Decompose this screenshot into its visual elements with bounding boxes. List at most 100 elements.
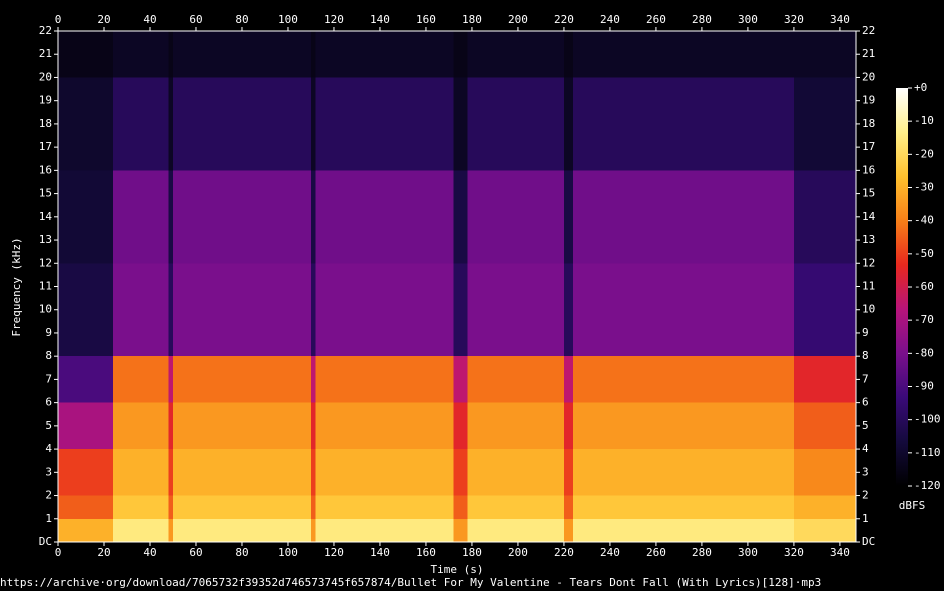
spectrogram-cell — [58, 402, 114, 450]
spectrogram-cell — [573, 170, 794, 264]
spectrogram-cell — [168, 170, 173, 264]
spectrogram-cell — [315, 263, 454, 357]
x-tick-label-top: 20 — [97, 13, 110, 26]
x-tick-label: 200 — [508, 546, 528, 559]
spectrogram-cell — [172, 31, 311, 78]
y-tick-label: 15 — [39, 187, 52, 200]
x-tick-label-top: 80 — [235, 13, 248, 26]
spectrogram-cell — [793, 263, 856, 357]
spectrogram-cell — [453, 263, 468, 357]
spectrogram-cell — [793, 518, 856, 542]
y-tick-label-right: DC — [862, 535, 875, 548]
spectrogram-cell — [310, 31, 316, 78]
spectrogram-cell — [453, 495, 468, 519]
x-tick-label-top: 120 — [324, 13, 344, 26]
spectrogram-cell — [793, 31, 856, 78]
spectrogram-cell — [172, 77, 311, 171]
spectrogram-cell — [113, 356, 169, 403]
colorbar-tick-label: -50 — [914, 247, 934, 260]
y-tick-label: 12 — [39, 256, 52, 269]
spectrogram-cell — [573, 356, 794, 403]
spectrogram-cell — [793, 170, 856, 264]
x-tick-label-top: 160 — [416, 13, 436, 26]
spectrogram-cell — [58, 356, 114, 403]
y-tick-label: 13 — [39, 233, 52, 246]
y-tick-label: DC — [39, 535, 52, 548]
colorbar-tick-label: -120 — [914, 479, 941, 492]
x-tick-label: 220 — [554, 546, 574, 559]
y-tick-label-right: 13 — [862, 233, 875, 246]
spectrogram-cell — [168, 77, 173, 171]
spectrogram-cell — [310, 518, 316, 542]
spectrogram-cell — [573, 77, 794, 171]
spectrogram-cell — [467, 356, 564, 403]
spectrogram-cell — [168, 356, 173, 403]
y-tick-label-right: 14 — [862, 210, 876, 223]
y-tick-label: 2 — [45, 489, 52, 502]
y-tick-label: 10 — [39, 303, 52, 316]
colorbar-tick-label: -30 — [914, 181, 934, 194]
y-tick-label: 5 — [45, 419, 52, 432]
colorbar-tick-label: -10 — [914, 114, 934, 127]
x-tick-label-top: 200 — [508, 13, 528, 26]
x-tick-label-top: 260 — [646, 13, 666, 26]
x-tick-label: 160 — [416, 546, 436, 559]
x-tick-label: 20 — [97, 546, 110, 559]
spectrogram-cell — [453, 518, 468, 542]
spectrogram-cell — [573, 402, 794, 450]
spectrogram-cell — [467, 449, 564, 496]
spectrogram-cell — [58, 518, 114, 542]
spectrogram-cell — [113, 518, 169, 542]
y-tick-label: 14 — [39, 210, 53, 223]
y-tick-label-right: 10 — [862, 303, 875, 316]
spectrogram-cell — [453, 402, 468, 450]
x-tick-label-top: 320 — [784, 13, 804, 26]
spectrogram-cell — [453, 356, 468, 403]
x-axis-label: Time (s) — [431, 563, 484, 576]
spectrogram-cell — [113, 170, 169, 264]
x-tick-label-top: 280 — [692, 13, 712, 26]
colorbar-tick-label: -40 — [914, 214, 934, 227]
spectrogram-cell — [310, 402, 316, 450]
spectrogram-cell — [113, 263, 169, 357]
y-tick-label: 7 — [45, 372, 52, 385]
y-tick-label-right: 7 — [862, 372, 869, 385]
colorbar-tick-label: -100 — [914, 413, 941, 426]
x-tick-label: 40 — [143, 546, 156, 559]
spectrogram-cell — [793, 77, 856, 171]
spectrogram-cell — [168, 495, 173, 519]
spectrogram-cell — [172, 356, 311, 403]
colorbar-tick-label: -60 — [914, 280, 934, 293]
y-tick-label: 19 — [39, 94, 52, 107]
spectrogram-cell — [573, 449, 794, 496]
y-tick-label: 8 — [45, 349, 52, 362]
y-tick-label: 1 — [45, 512, 52, 525]
spectrogram-cell — [793, 402, 856, 450]
colorbar-tick-label: -80 — [914, 346, 934, 359]
spectrogram-cell — [172, 449, 311, 496]
spectrogram-cell — [467, 495, 564, 519]
spectrogram-cell — [563, 31, 574, 78]
colorbar — [896, 88, 908, 486]
y-tick-label-right: 2 — [862, 489, 869, 502]
spectrogram-cell — [563, 170, 574, 264]
spectrogram-cell — [172, 263, 311, 357]
y-tick-label-right: 22 — [862, 24, 875, 37]
spectrogram-cell — [315, 31, 454, 78]
spectrogram-cell — [467, 518, 564, 542]
x-tick-label-top: 0 — [55, 13, 62, 26]
spectrogram-cell — [168, 263, 173, 357]
x-tick-label-top: 140 — [370, 13, 390, 26]
y-tick-label: 9 — [45, 326, 52, 339]
y-tick-label-right: 5 — [862, 419, 869, 432]
spectrogram-cell — [113, 31, 169, 78]
spectrogram-cell — [172, 495, 311, 519]
spectrogram-cell — [58, 31, 114, 78]
x-tick-label: 280 — [692, 546, 712, 559]
spectrogram-cell — [58, 495, 114, 519]
spectrogram-cell — [563, 449, 574, 496]
x-tick-label: 320 — [784, 546, 804, 559]
spectrogram-cell — [793, 449, 856, 496]
spectrogram-cell — [113, 77, 169, 171]
